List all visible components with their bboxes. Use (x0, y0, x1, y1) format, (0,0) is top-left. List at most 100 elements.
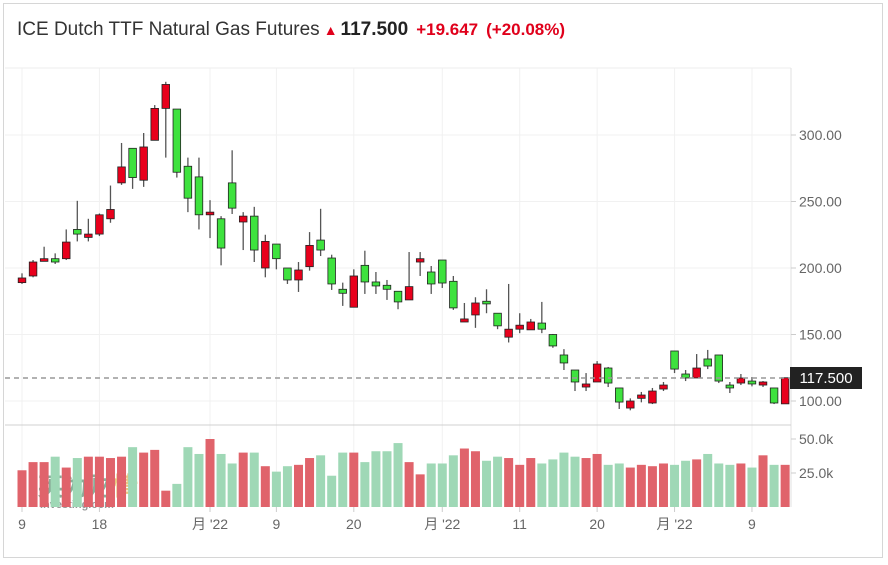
candle (39, 246, 49, 262)
candle-body (526, 321, 535, 331)
candle (73, 200, 82, 242)
candle-body (648, 390, 657, 404)
volume-bar (50, 456, 60, 507)
candle-body (559, 354, 569, 364)
candle (382, 279, 392, 300)
candle (28, 260, 38, 278)
volume-bar (83, 456, 93, 507)
volume-bar (537, 463, 547, 507)
candle-body (161, 84, 170, 109)
x-tick-label: 20 (346, 516, 362, 532)
candle (626, 398, 635, 411)
candle-body (780, 377, 790, 405)
volume-bar (238, 452, 248, 507)
volume-bar (736, 463, 746, 507)
candle (316, 208, 325, 257)
candle (438, 259, 447, 288)
candle-body (17, 277, 27, 284)
volume-bar (647, 466, 657, 507)
volume-bar (470, 451, 480, 507)
candle-body (238, 215, 248, 223)
volume-bar (360, 462, 370, 507)
volume-bar (183, 447, 193, 507)
volume-bar (448, 455, 458, 507)
candle (161, 81, 170, 158)
candle-body (294, 269, 303, 281)
volume-bar (592, 453, 602, 507)
candle (427, 266, 436, 294)
candle (150, 105, 159, 141)
candle-body (504, 328, 513, 338)
volume-tick-label: 25.0k (799, 465, 834, 481)
candle (615, 387, 624, 409)
candle-body (150, 108, 159, 141)
x-tick-label: 18 (92, 516, 108, 532)
candle-body (39, 258, 49, 262)
volume-bar (105, 458, 115, 507)
candle (139, 133, 148, 187)
candle-body (172, 108, 182, 173)
candle (681, 370, 690, 382)
candle-body (84, 233, 93, 238)
candle (725, 381, 735, 394)
volume-bar (415, 474, 425, 507)
volume-bar (382, 451, 392, 507)
volume-bar (482, 460, 492, 507)
candle-body (316, 239, 325, 251)
candle (769, 387, 779, 405)
volume-bar (260, 466, 270, 507)
candle (172, 108, 182, 178)
last-price-tag-label: 117.500 (799, 370, 852, 387)
x-tick-label: 9 (272, 516, 280, 532)
volume-bar (117, 456, 127, 507)
x-tick-label: 9 (18, 516, 26, 532)
volume-bar (780, 464, 790, 507)
candle (62, 229, 71, 261)
candle-body (73, 229, 82, 235)
price-tick-label: 100.00 (799, 393, 842, 409)
volume-bar (581, 458, 591, 507)
candle-body (261, 240, 270, 269)
candle-body (592, 363, 602, 383)
candle-body (62, 241, 71, 260)
candle (559, 349, 569, 371)
x-tick-label: 月 '22 (656, 516, 692, 532)
candle (703, 349, 712, 370)
candle-body (769, 387, 779, 404)
volume-bar (139, 452, 149, 507)
volume-bar (758, 455, 768, 507)
volume-bar (404, 462, 414, 507)
candle (272, 243, 281, 270)
volume-bar (692, 459, 702, 507)
candle-body (581, 383, 591, 388)
x-tick-label: 11 (512, 516, 527, 532)
volume-bar (548, 459, 558, 507)
chart-frame (3, 3, 883, 558)
candle-body (382, 284, 392, 290)
candle (349, 269, 358, 308)
volume-bar (294, 464, 303, 507)
volume-bar (725, 464, 735, 507)
candle-body (615, 387, 624, 403)
volume-bar (172, 483, 182, 507)
candle (603, 366, 613, 388)
candle (205, 200, 215, 239)
candle-body (537, 322, 547, 330)
candle-body (681, 373, 690, 379)
candle (537, 301, 547, 334)
price-tick-label: 200.00 (799, 260, 842, 276)
candle-body (637, 394, 646, 399)
candle (283, 267, 292, 284)
candle (415, 252, 425, 276)
volume-bar (570, 456, 580, 507)
candle (261, 234, 270, 278)
candle-body (692, 367, 701, 379)
volume-bar (194, 453, 204, 507)
candle-body (117, 166, 126, 184)
candle-body (415, 258, 425, 263)
candle-body (106, 209, 115, 220)
candle-body (250, 215, 259, 251)
price-tick-label: 250.00 (799, 194, 842, 210)
candle-body (183, 165, 193, 199)
